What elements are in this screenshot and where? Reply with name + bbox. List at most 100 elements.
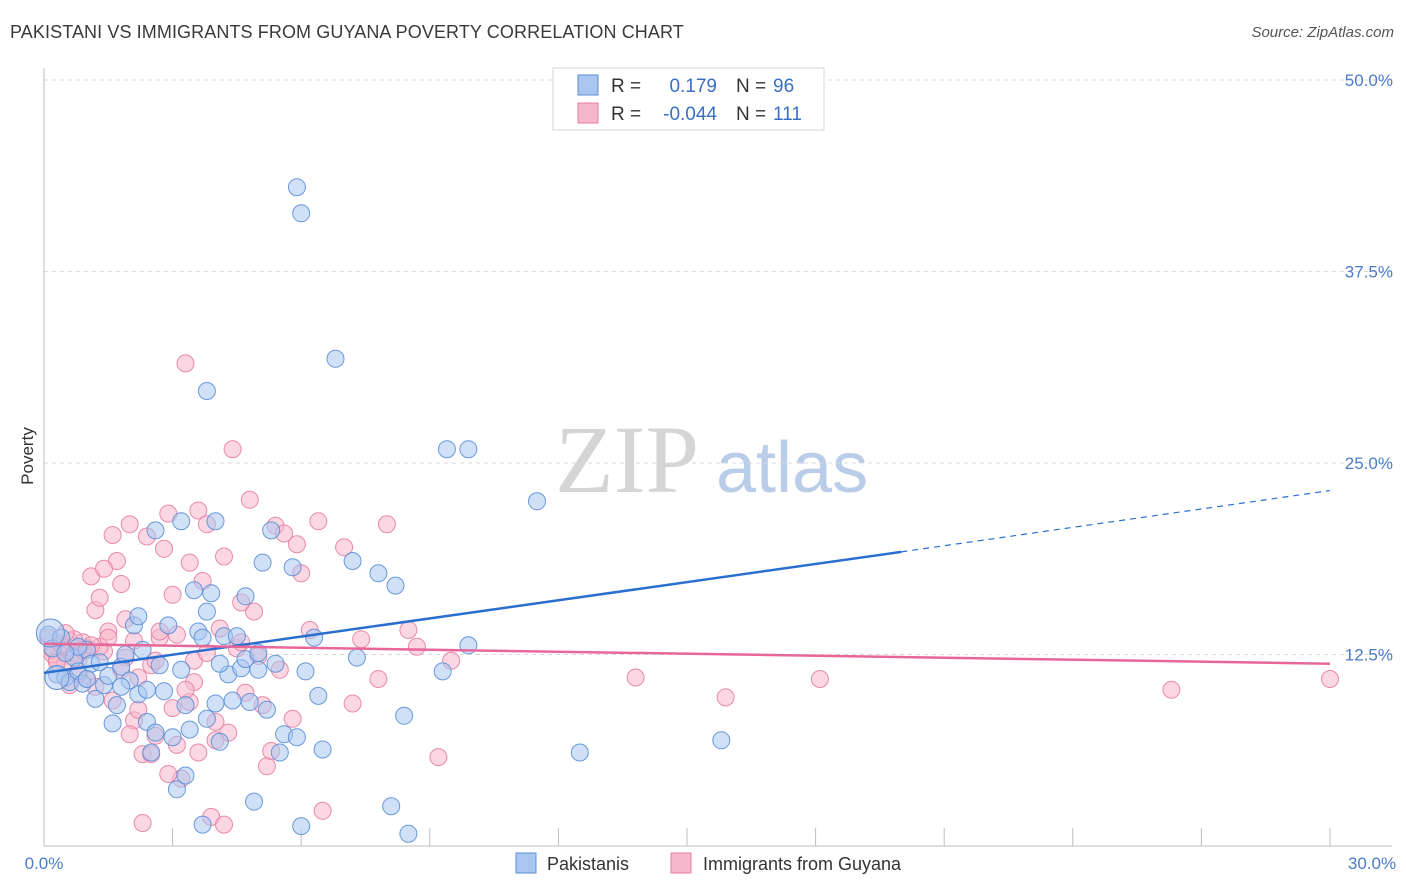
point-pink-64: [352, 630, 371, 649]
point-blue-88: [193, 815, 212, 834]
point-blue-76: [712, 731, 731, 750]
point-blue-69: [395, 706, 414, 725]
point-pink-103: [189, 743, 208, 762]
point-pink-69: [429, 748, 448, 767]
source-label: Source: ZipAtlas.com: [1251, 24, 1394, 41]
legend-n-value-blue: 96: [773, 76, 794, 97]
point-pink-107: [176, 680, 195, 699]
point-blue-65: [347, 648, 366, 667]
point-blue-55: [270, 743, 289, 762]
point-blue-75: [570, 743, 589, 762]
point-blue-72: [437, 440, 456, 459]
point-blue-40: [206, 694, 225, 713]
legend-r-value-pink: -0.044: [663, 104, 717, 125]
y-tick-label-1: 25.0%: [1345, 454, 1393, 473]
point-pink-12: [90, 588, 109, 607]
axes: [43, 68, 1392, 847]
point-blue-71: [433, 662, 452, 681]
point-pink-97: [133, 814, 152, 832]
point-blue-91: [197, 382, 216, 400]
point-blue-62: [309, 686, 328, 705]
point-blue-26: [150, 656, 169, 675]
point-blue-93: [459, 440, 478, 459]
legend-r-label-pink: R =: [611, 104, 641, 125]
point-blue-50: [249, 660, 268, 679]
point-blue-32: [176, 696, 195, 715]
point-blue-83: [210, 654, 229, 673]
point-pink-99: [159, 765, 178, 783]
point-pink-60: [309, 512, 328, 531]
point-pink-66: [377, 515, 396, 534]
point-blue-58: [287, 728, 306, 747]
point-blue-27: [155, 682, 173, 701]
legend-r-value-blue: 0.179: [669, 76, 717, 97]
point-blue-64: [343, 552, 362, 570]
watermark-atlas: atlas: [716, 428, 868, 508]
point-pink-32: [176, 354, 195, 373]
point-blue-44: [223, 691, 242, 710]
point-blue-49: [245, 792, 263, 811]
point-pink-33: [180, 553, 199, 572]
point-blue-82: [249, 644, 268, 662]
grid: [44, 79, 1392, 655]
trend-line-pakistanis-extension: [901, 489, 1331, 553]
point-blue-80: [112, 677, 131, 696]
point-blue-63: [313, 740, 332, 759]
point-blue-67: [382, 797, 401, 816]
point-pink-35: [189, 501, 208, 520]
point-pink-75: [1321, 670, 1339, 688]
point-blue-24: [142, 743, 161, 762]
point-pink-67: [399, 621, 418, 639]
point-blue-61: [305, 628, 324, 647]
point-blue-78: [197, 602, 216, 621]
point-blue-41: [210, 732, 229, 751]
point-blue-70: [399, 824, 418, 843]
point-blue-66: [369, 564, 388, 583]
trend-lines: [43, 489, 1331, 675]
legend-swatch-pink: [577, 102, 599, 124]
point-blue-25: [146, 521, 165, 540]
point-pink-41: [215, 815, 233, 834]
point-blue-37: [193, 628, 212, 647]
point-blue-89: [287, 178, 306, 197]
watermark: ZIP atlas: [555, 406, 868, 513]
point-blue-34: [180, 720, 199, 739]
point-blue-29: [163, 728, 182, 747]
point-pink-95: [95, 559, 113, 578]
point-pink-110: [215, 547, 233, 566]
point-blue-57: [283, 558, 302, 577]
x-tick-label-0: 0.0%: [25, 854, 64, 873]
point-pink-63: [343, 694, 362, 713]
point-blue-90: [326, 349, 345, 368]
point-blue-77: [236, 587, 255, 606]
series-pakistanis: [35, 178, 731, 843]
chart-title: PAKISTANI VS IMMIGRANTS FROM GUYANA POVE…: [10, 22, 684, 42]
trend-line-pakistanis: [43, 550, 902, 675]
point-blue-16: [107, 696, 126, 715]
point-blue-54: [266, 654, 285, 673]
point-blue-30: [167, 780, 186, 799]
y-axis-label: Poverty: [18, 427, 37, 485]
point-pink-84: [99, 628, 118, 647]
legend-n-label-blue: N =: [736, 76, 766, 97]
point-pink-68: [407, 637, 426, 656]
point-blue-59: [292, 817, 311, 836]
point-blue-53: [262, 521, 281, 540]
point-pink-17: [112, 575, 131, 593]
point-blue-33: [176, 766, 195, 785]
legend: R = 0.179 N = 96 R = -0.044 N = 111: [552, 67, 825, 131]
point-pink-15: [103, 526, 122, 544]
point-blue-31: [172, 660, 191, 679]
bottom-legend-swatch-pakistanis: [515, 852, 537, 874]
point-blue-87: [56, 644, 75, 662]
point-pink-62: [335, 538, 354, 557]
point-blue-95: [137, 680, 156, 699]
bottom-legend: Pakistanis Immigrants from Guyana: [515, 852, 902, 874]
x-axis-ticks: 0.0% 30.0%: [25, 854, 1396, 873]
point-blue-94: [206, 512, 225, 531]
point-blue-52: [257, 700, 276, 719]
point-pink-90: [120, 725, 139, 744]
bottom-legend-label-pakistanis: Pakistanis: [547, 854, 629, 874]
trend-line-guyana: [43, 642, 1331, 665]
point-pink-47: [240, 490, 259, 509]
